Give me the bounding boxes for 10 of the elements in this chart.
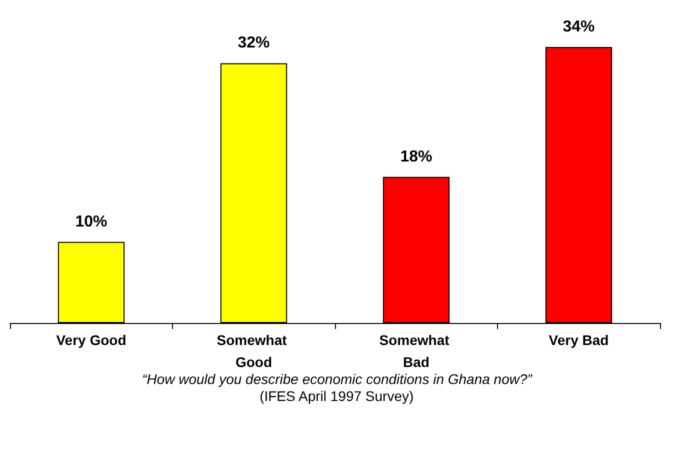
data-label: 18% (400, 148, 432, 166)
data-label: 32% (238, 34, 270, 52)
x-tick-label: Very Good (56, 332, 126, 348)
text: “How would you describe economic conditions in Ghana now?” (142, 371, 534, 387)
x-tick-label: Somewhat Good (216, 332, 291, 370)
text: (IFES April 1997 Survey) (260, 388, 414, 404)
data-label: 10% (75, 213, 108, 230)
x-tick-label: Somewhat Bad (379, 332, 454, 370)
data-label: 34% (562, 18, 595, 36)
x-tick-label: Very Bad (548, 332, 609, 348)
